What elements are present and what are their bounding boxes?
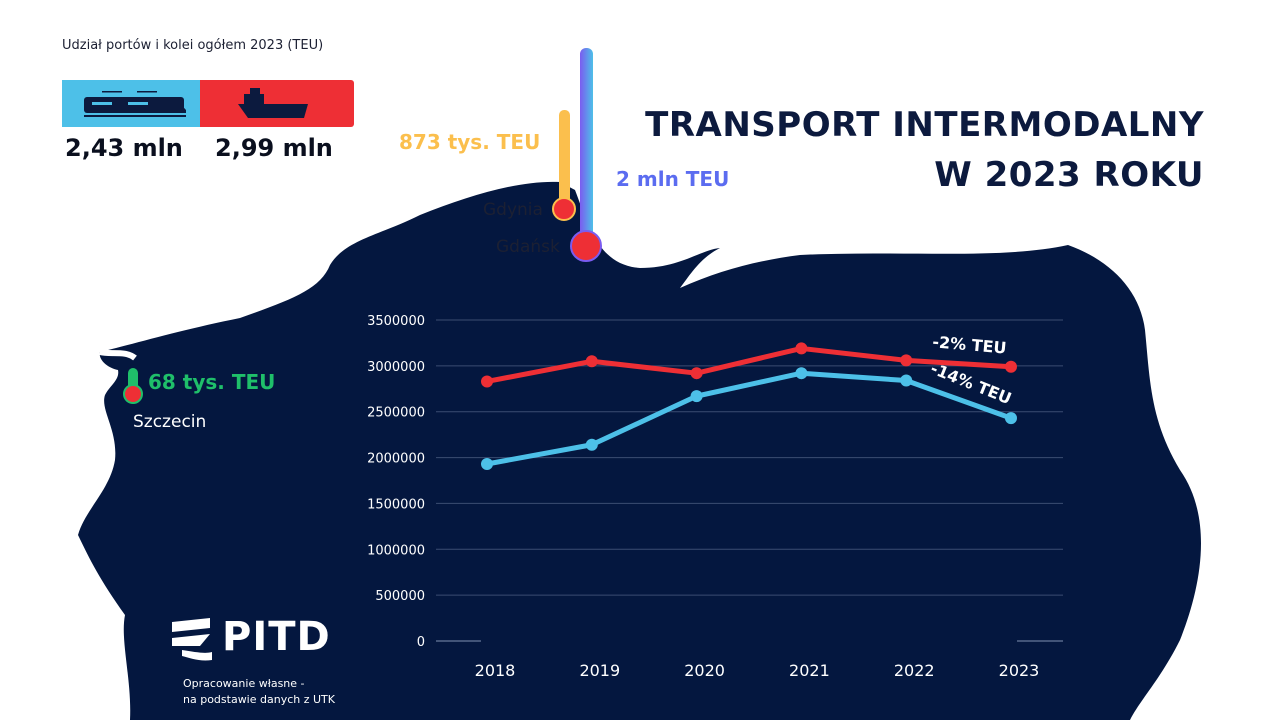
rail-share-bar [62, 80, 200, 127]
source-line-2: na podstawie danych z UTK [183, 693, 335, 706]
gdansk-marker [570, 230, 602, 262]
data-point [690, 367, 703, 380]
gdansk-label: Gdańsk [496, 237, 560, 257]
ship-icon [238, 88, 308, 118]
data-point [481, 375, 493, 388]
title-line-1: TRANSPORT INTERMODALNY [645, 105, 1204, 145]
sea-share-value: 2,99 mln [215, 134, 333, 162]
data-point [795, 367, 808, 380]
sea-share-bar [200, 80, 354, 127]
data-point [481, 457, 493, 470]
y-tick-label: 1500000 [367, 497, 425, 512]
title-line-2: W 2023 ROKU [934, 155, 1204, 195]
line-chart: 0 500000 1000000 1500000 2000000 2500000 30000… [367, 314, 1063, 680]
gdansk-thermometer [580, 48, 593, 246]
data-point [585, 438, 598, 451]
data-point [585, 355, 598, 368]
x-tick-label: 2021 [789, 661, 830, 680]
szczecin-label: Szczecin [133, 412, 207, 432]
series-line-1 [486, 370, 1012, 467]
y-tick-label: 2500000 [367, 406, 425, 421]
map-shape [78, 181, 1201, 720]
data-point [900, 354, 913, 367]
data-point [795, 342, 808, 355]
y-tick-label: 0 [417, 635, 425, 650]
pitd-logo: PITD [222, 614, 331, 660]
data-point [690, 390, 703, 403]
y-tick-label: 500000 [375, 589, 425, 604]
y-tick-label: 1000000 [367, 543, 425, 558]
rail-share-value: 2,43 mln [65, 134, 183, 162]
szczecin-value: 68 tys. TEU [148, 370, 276, 394]
y-tick-label: 2000000 [367, 452, 425, 467]
gdynia-thermometer [559, 110, 570, 206]
data-point [1005, 412, 1017, 425]
train-icon [84, 91, 186, 117]
x-tick-label: 2018 [475, 661, 516, 680]
x-tick-label: 2020 [684, 661, 725, 680]
gdynia-value: 873 tys. TEU [399, 130, 541, 154]
share-title: Udział portów i kolei ogółem 2023 (TEU) [62, 38, 324, 53]
gdansk-value: 2 mln TEU [616, 167, 730, 191]
gdynia-marker [552, 197, 576, 221]
x-tick-label: 2023 [999, 661, 1040, 680]
page-title: TRANSPORT INTERMODALNY W 2023 ROKU [645, 100, 1204, 200]
data-point [900, 374, 913, 387]
x-tick-label: 2019 [579, 661, 620, 680]
y-tick-label: 3000000 [367, 360, 425, 375]
gdynia-label: Gdynia [483, 200, 543, 220]
source-note: Opracowanie własne - na podstawie danych… [183, 676, 335, 708]
x-tick-label: 2022 [894, 661, 935, 680]
source-line-1: Opracowanie własne - [183, 677, 305, 690]
pitd-logo-icon [172, 618, 212, 661]
series-line-0 [486, 345, 1012, 384]
szczecin-marker [123, 384, 143, 404]
y-tick-label: 3500000 [367, 314, 425, 329]
data-point [1005, 360, 1017, 373]
